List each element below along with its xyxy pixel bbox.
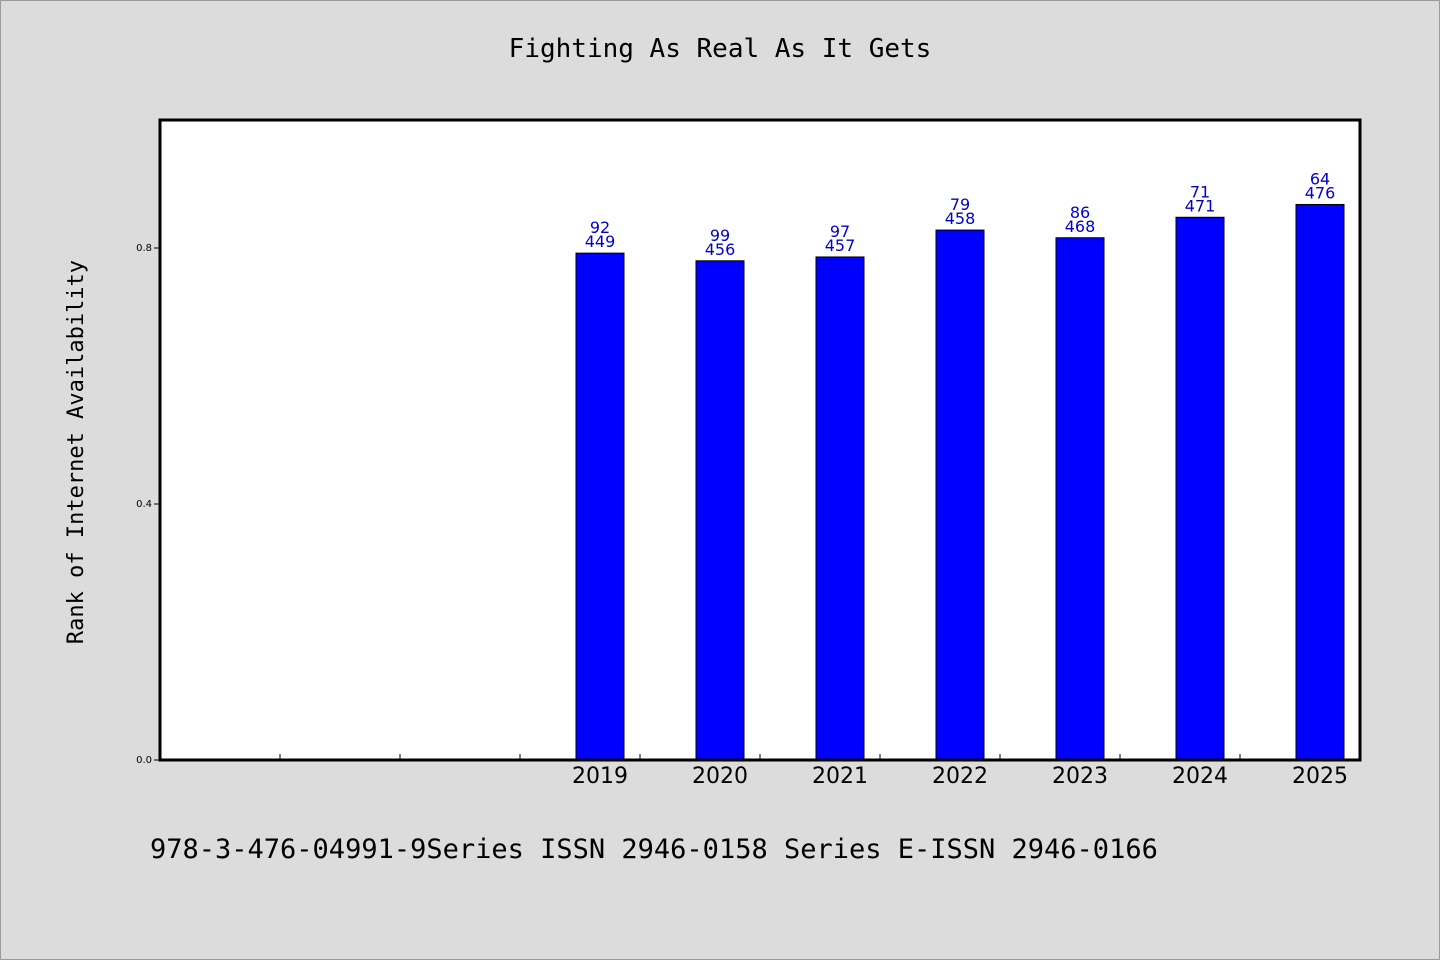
bar-value-label: 457 xyxy=(825,236,856,255)
bar-value-label: 476 xyxy=(1305,183,1336,202)
y-tick-label: 0.4 xyxy=(136,499,152,510)
plot-border xyxy=(158,118,1362,762)
y-tick-label: 0.8 xyxy=(136,243,152,254)
y-tick-label: 0.0 xyxy=(136,755,152,766)
bar-value-label: 456 xyxy=(705,240,736,259)
bar-value-label: 97 xyxy=(830,222,850,241)
footer-text: 978-3-476-04991-9Series ISSN 2946-0158 S… xyxy=(150,834,1158,865)
x-tick-label: 2021 xyxy=(812,764,868,789)
bar-value-label: 79 xyxy=(950,195,970,214)
x-tick-label: 2022 xyxy=(932,764,988,789)
x-tick-label: 2025 xyxy=(1292,764,1348,789)
bar xyxy=(695,260,745,761)
x-tick-label: 2019 xyxy=(572,764,628,789)
bar-value-label: 99 xyxy=(710,226,730,245)
bar xyxy=(575,252,625,761)
bar xyxy=(815,256,865,761)
bar xyxy=(1295,203,1345,761)
bar-value-label: 458 xyxy=(945,209,976,228)
x-tick-label: 2024 xyxy=(1172,764,1228,789)
x-tick-label: 2020 xyxy=(692,764,748,789)
bar-value-label: 449 xyxy=(585,232,616,251)
bar-value-label: 86 xyxy=(1070,203,1090,222)
x-tick-label: 2023 xyxy=(1052,764,1108,789)
bar xyxy=(1175,216,1225,761)
bar-value-label: 471 xyxy=(1185,196,1216,215)
chart-title: Fighting As Real As It Gets xyxy=(508,34,932,64)
bar-value-label: 71 xyxy=(1190,182,1210,201)
bar-value-label: 468 xyxy=(1065,217,1096,236)
bar xyxy=(935,229,985,761)
bar-value-label: 64 xyxy=(1310,169,1330,188)
bar-value-label: 92 xyxy=(590,218,610,237)
plot-area xyxy=(160,120,1360,760)
bar xyxy=(1055,237,1105,761)
